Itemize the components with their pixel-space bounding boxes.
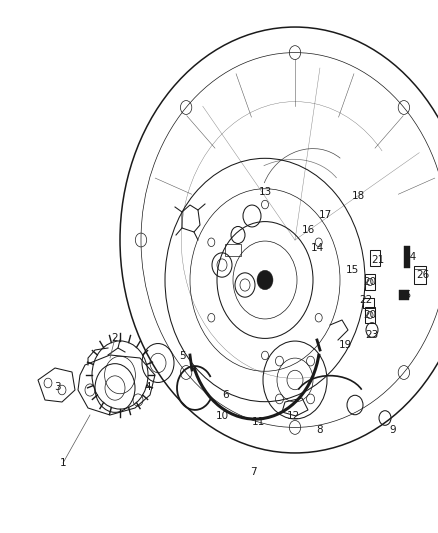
Text: 21: 21 (371, 255, 385, 265)
Text: 10: 10 (215, 411, 229, 421)
Text: 9: 9 (390, 425, 396, 435)
Text: 20: 20 (364, 277, 377, 287)
Text: 5: 5 (180, 351, 186, 361)
Text: 20: 20 (364, 310, 377, 320)
Text: 6: 6 (223, 390, 230, 400)
Text: 16: 16 (301, 225, 314, 235)
Text: 23: 23 (365, 330, 378, 340)
Text: 2: 2 (112, 333, 118, 343)
Circle shape (257, 270, 273, 290)
Bar (414, 265, 426, 285)
Text: 13: 13 (258, 187, 272, 197)
Text: 26: 26 (417, 270, 430, 280)
Text: 4: 4 (145, 382, 151, 392)
Text: 19: 19 (339, 340, 352, 350)
Text: 15: 15 (346, 265, 359, 275)
Text: 11: 11 (251, 417, 265, 427)
Text: 1: 1 (60, 458, 66, 468)
Text: 7: 7 (250, 467, 256, 477)
Text: 17: 17 (318, 210, 332, 220)
Bar (404, 246, 410, 268)
Text: 3: 3 (54, 382, 60, 392)
Text: 18: 18 (351, 191, 364, 201)
Text: 12: 12 (286, 411, 300, 421)
Text: 22: 22 (359, 295, 373, 305)
Text: 24: 24 (403, 252, 417, 262)
Bar (365, 274, 375, 289)
Bar (225, 244, 241, 256)
Bar (399, 290, 409, 300)
Text: 8: 8 (317, 425, 323, 435)
Bar (370, 251, 380, 265)
Text: 14: 14 (311, 243, 324, 253)
Text: 25: 25 (399, 290, 412, 300)
Bar (365, 308, 375, 322)
